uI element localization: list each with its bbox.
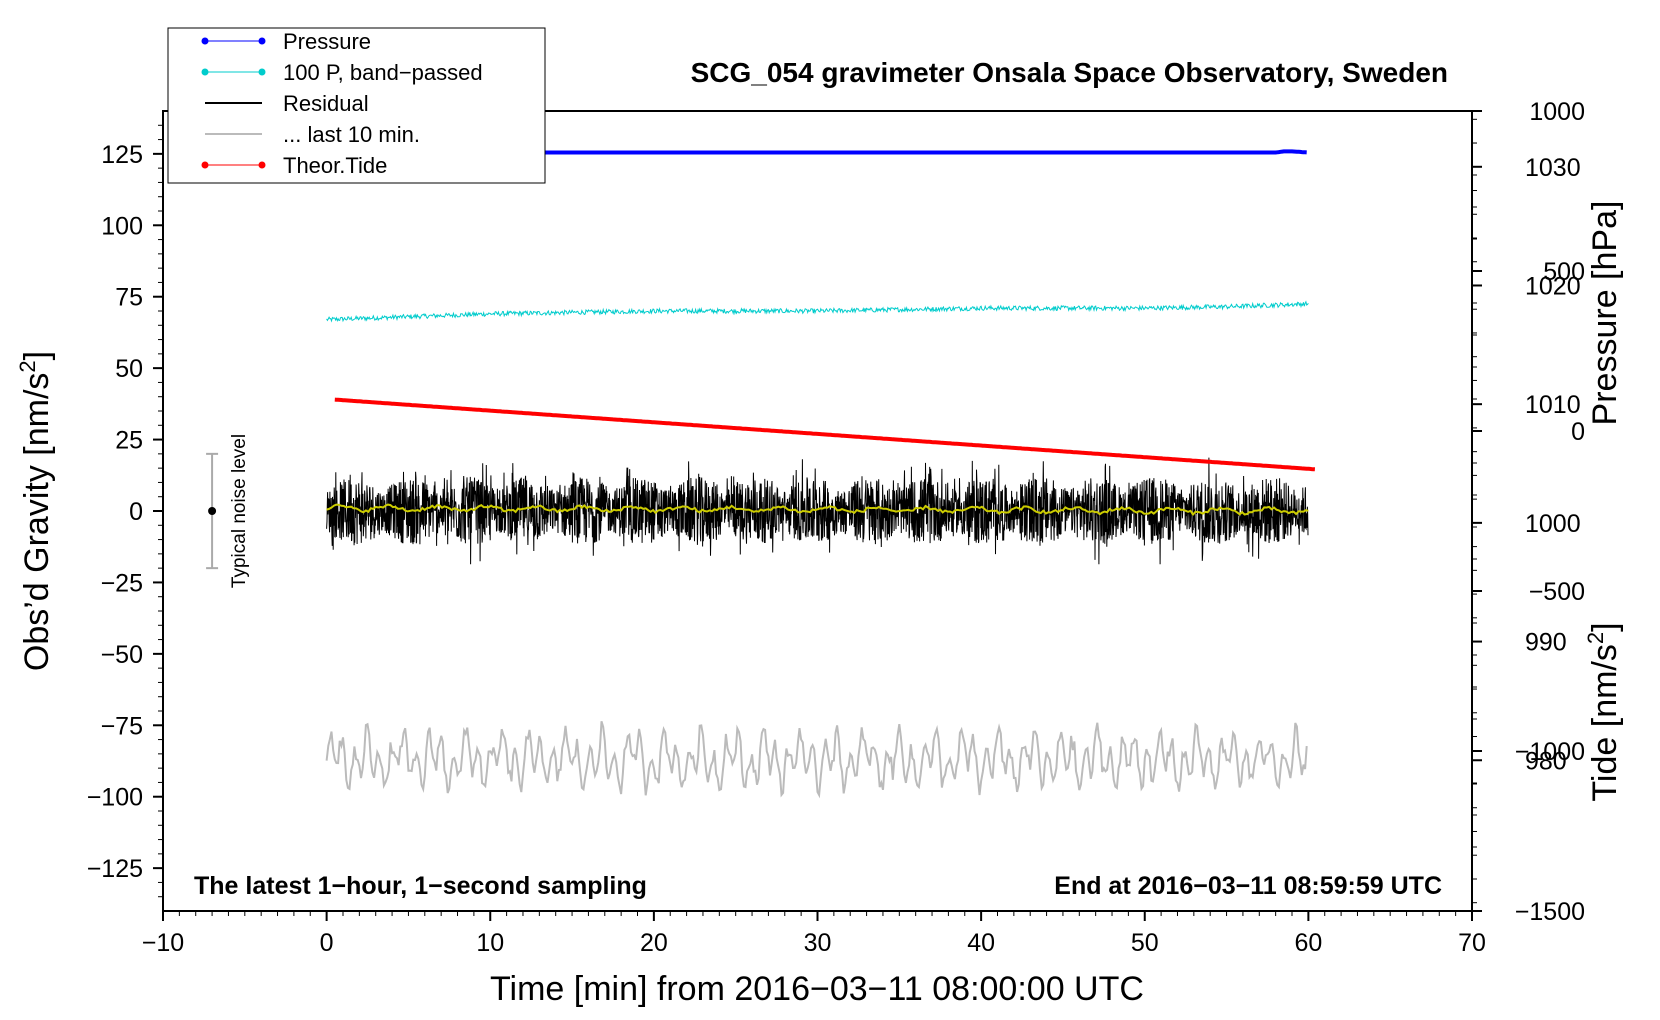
legend-marker-start-0 — [201, 37, 209, 45]
x-tick-label-6: 50 — [1131, 929, 1159, 957]
y-tick-label-0: 125 — [101, 141, 143, 169]
y-tick-label-5: 0 — [129, 498, 143, 526]
y-axis-pressure-title: Pressure [hPa] — [1586, 201, 1624, 426]
tide-tick-label-4: −1000 — [1515, 738, 1585, 766]
chart-title: SCG_054 gravimeter Onsala Space Observat… — [691, 57, 1448, 88]
y-axis-left-title-close: ] — [18, 351, 56, 360]
tide-tick-label-0: 1000 — [1529, 98, 1585, 126]
legend-label-4: Theor.Tide — [283, 153, 387, 178]
tide-tick-label-5: −1500 — [1515, 898, 1585, 926]
noise-level-label: Typical noise level — [229, 434, 250, 588]
y-axis-tide-title-main: Tide [nm/s — [1586, 644, 1624, 801]
y-axis-left-title-sup: 2 — [15, 360, 40, 372]
y-tick-label-4: 25 — [115, 427, 143, 455]
x-tick-label-5: 40 — [967, 929, 995, 957]
x-axis-title: Time [min] from 2016−03−11 08:00:00 UTC — [490, 970, 1144, 1008]
x-tick-label-2: 10 — [476, 929, 504, 957]
y-axis-right-tide: 1000 500 0 −500 −1000 −1500 — [1472, 98, 1585, 926]
legend-marker-end-4 — [258, 161, 266, 169]
legend-marker-start-1 — [201, 68, 209, 76]
legend: Pressure 100 P, band−passed Residual ... la… — [167, 27, 546, 184]
pressure-tick-label-3: 1000 — [1525, 510, 1581, 538]
y-axis-tide-title-sup: 2 — [1583, 632, 1608, 644]
x-tick-label-3: 20 — [640, 929, 668, 957]
pressure-tick-label-5: 980 — [1525, 747, 1567, 775]
y-tick-label-8: −75 — [101, 712, 143, 740]
series-residual-smoothed — [326, 503, 1309, 517]
series-last-10-min — [325, 721, 1308, 799]
x-axis: −10 0 10 20 30 40 50 60 70 — [142, 911, 1486, 957]
pressure-tick-label-2: 1010 — [1525, 391, 1581, 419]
y-axis-tide-title: Tide [nm/s2] — [1583, 622, 1624, 801]
legend-box — [167, 27, 546, 184]
y-axis-tide-title-close: ] — [1586, 622, 1624, 631]
tide-tick-label-2: 0 — [1571, 418, 1585, 446]
y-axis-left-title: Obs’d Gravity [nm/s2] — [15, 351, 56, 671]
series-theoretical-tide — [334, 397, 1316, 472]
annotation-sampling: The latest 1−hour, 1−second sampling — [194, 872, 647, 900]
x-tick-label-8: 70 — [1458, 929, 1486, 957]
noise-level-indicator — [206, 452, 219, 570]
y-tick-label-9: −100 — [87, 784, 143, 812]
y-axis-left-title-main: Obs’d Gravity [nm/s — [18, 373, 56, 672]
legend-label-0: Pressure — [283, 29, 371, 54]
y-tick-label-10: −125 — [87, 855, 143, 883]
y-tick-label-3: 50 — [115, 355, 143, 383]
y-tick-label-1: 100 — [101, 212, 143, 240]
y-axis-left: 125 100 75 50 25 0 −25 −50 −75 −100 −125 — [87, 124, 163, 898]
y-tick-label-2: 75 — [115, 284, 143, 312]
x-tick-label-4: 30 — [804, 929, 832, 957]
series-pressure-band-passed — [326, 300, 1309, 323]
x-tick-label-0: −10 — [142, 929, 184, 957]
legend-marker-start-4 — [201, 161, 209, 169]
series-residual — [326, 457, 1309, 565]
x-tick-label-1: 0 — [320, 929, 334, 957]
legend-label-2: Residual — [283, 91, 369, 116]
y-tick-label-6: −25 — [101, 569, 143, 597]
legend-label-1: 100 P, band−passed — [283, 60, 483, 85]
legend-marker-end-1 — [258, 68, 266, 76]
annotation-end-time: End at 2016−03−11 08:59:59 UTC — [1054, 872, 1442, 900]
legend-label-3: ... last 10 min. — [283, 122, 420, 147]
tide-tick-label-3: −500 — [1529, 578, 1585, 606]
pressure-tick-label-0: 1030 — [1525, 154, 1581, 182]
legend-marker-end-0 — [258, 37, 266, 45]
tide-tick-label-1: 500 — [1543, 258, 1585, 286]
y-tick-label-7: −50 — [101, 641, 143, 669]
noise-bar-center-dot — [208, 507, 217, 515]
pressure-tick-label-1: 1020 — [1525, 272, 1581, 300]
pressure-tick-label-4: 990 — [1525, 629, 1567, 657]
x-tick-label-7: 60 — [1294, 929, 1322, 957]
